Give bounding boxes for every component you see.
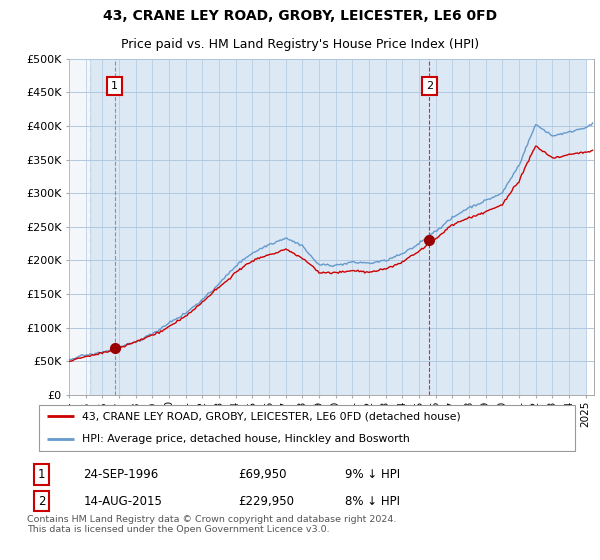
Text: 43, CRANE LEY ROAD, GROBY, LEICESTER, LE6 0FD: 43, CRANE LEY ROAD, GROBY, LEICESTER, LE…: [103, 9, 497, 23]
Text: 2: 2: [426, 81, 433, 91]
Text: HPI: Average price, detached house, Hinckley and Bosworth: HPI: Average price, detached house, Hinc…: [82, 433, 410, 444]
Text: 1: 1: [111, 81, 118, 91]
Text: 1: 1: [38, 468, 46, 481]
Text: 2: 2: [38, 494, 46, 507]
Text: £229,950: £229,950: [238, 494, 295, 507]
Text: 43, CRANE LEY ROAD, GROBY, LEICESTER, LE6 0FD (detached house): 43, CRANE LEY ROAD, GROBY, LEICESTER, LE…: [82, 411, 461, 421]
Text: 24-SEP-1996: 24-SEP-1996: [83, 468, 158, 481]
Text: Contains HM Land Registry data © Crown copyright and database right 2024.
This d: Contains HM Land Registry data © Crown c…: [27, 515, 396, 534]
Text: 14-AUG-2015: 14-AUG-2015: [83, 494, 162, 507]
Text: Price paid vs. HM Land Registry's House Price Index (HPI): Price paid vs. HM Land Registry's House …: [121, 38, 479, 51]
Text: £69,950: £69,950: [238, 468, 287, 481]
Text: 9% ↓ HPI: 9% ↓ HPI: [346, 468, 401, 481]
Text: 8% ↓ HPI: 8% ↓ HPI: [346, 494, 400, 507]
FancyBboxPatch shape: [39, 405, 575, 450]
